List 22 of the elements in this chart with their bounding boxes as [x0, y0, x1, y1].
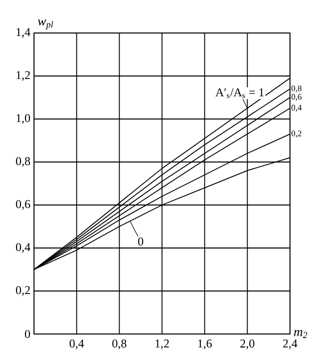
- y-tick-label: 0: [24, 330, 30, 338]
- x-tick-label: 0,8: [112, 340, 126, 350]
- y-tick-label: 0,6: [16, 200, 30, 210]
- x-tick-label: 2,0: [240, 340, 254, 350]
- y-tick-label: 0,2: [16, 286, 30, 296]
- x-tick-label: 1,6: [198, 340, 212, 350]
- x-axis-title: m$_{2}$: [294, 330, 308, 338]
- series-label: A′$_{s}$/A$_{s}$ = 1: [215, 88, 264, 98]
- x-tick-label: 0,4: [70, 340, 84, 350]
- y-tick-label: 0,8: [16, 157, 30, 167]
- series-label: 0,2: [292, 130, 302, 138]
- y-tick-label: 1,2: [16, 71, 30, 81]
- series-label: 0,4: [292, 104, 302, 112]
- y-axis-title: w$_{pl}$: [38, 19, 54, 30]
- y-tick-label: 0,4: [16, 243, 30, 253]
- y-tick-label: 1,4: [16, 28, 30, 38]
- series-label: 0: [138, 238, 144, 246]
- x-tick-label: 1,2: [156, 340, 169, 350]
- series-label: 0,8: [292, 85, 302, 92]
- y-tick-label: 1,0: [16, 114, 30, 124]
- x-tick-label: 2,4: [283, 340, 298, 350]
- series-label: 0,6: [292, 94, 302, 101]
